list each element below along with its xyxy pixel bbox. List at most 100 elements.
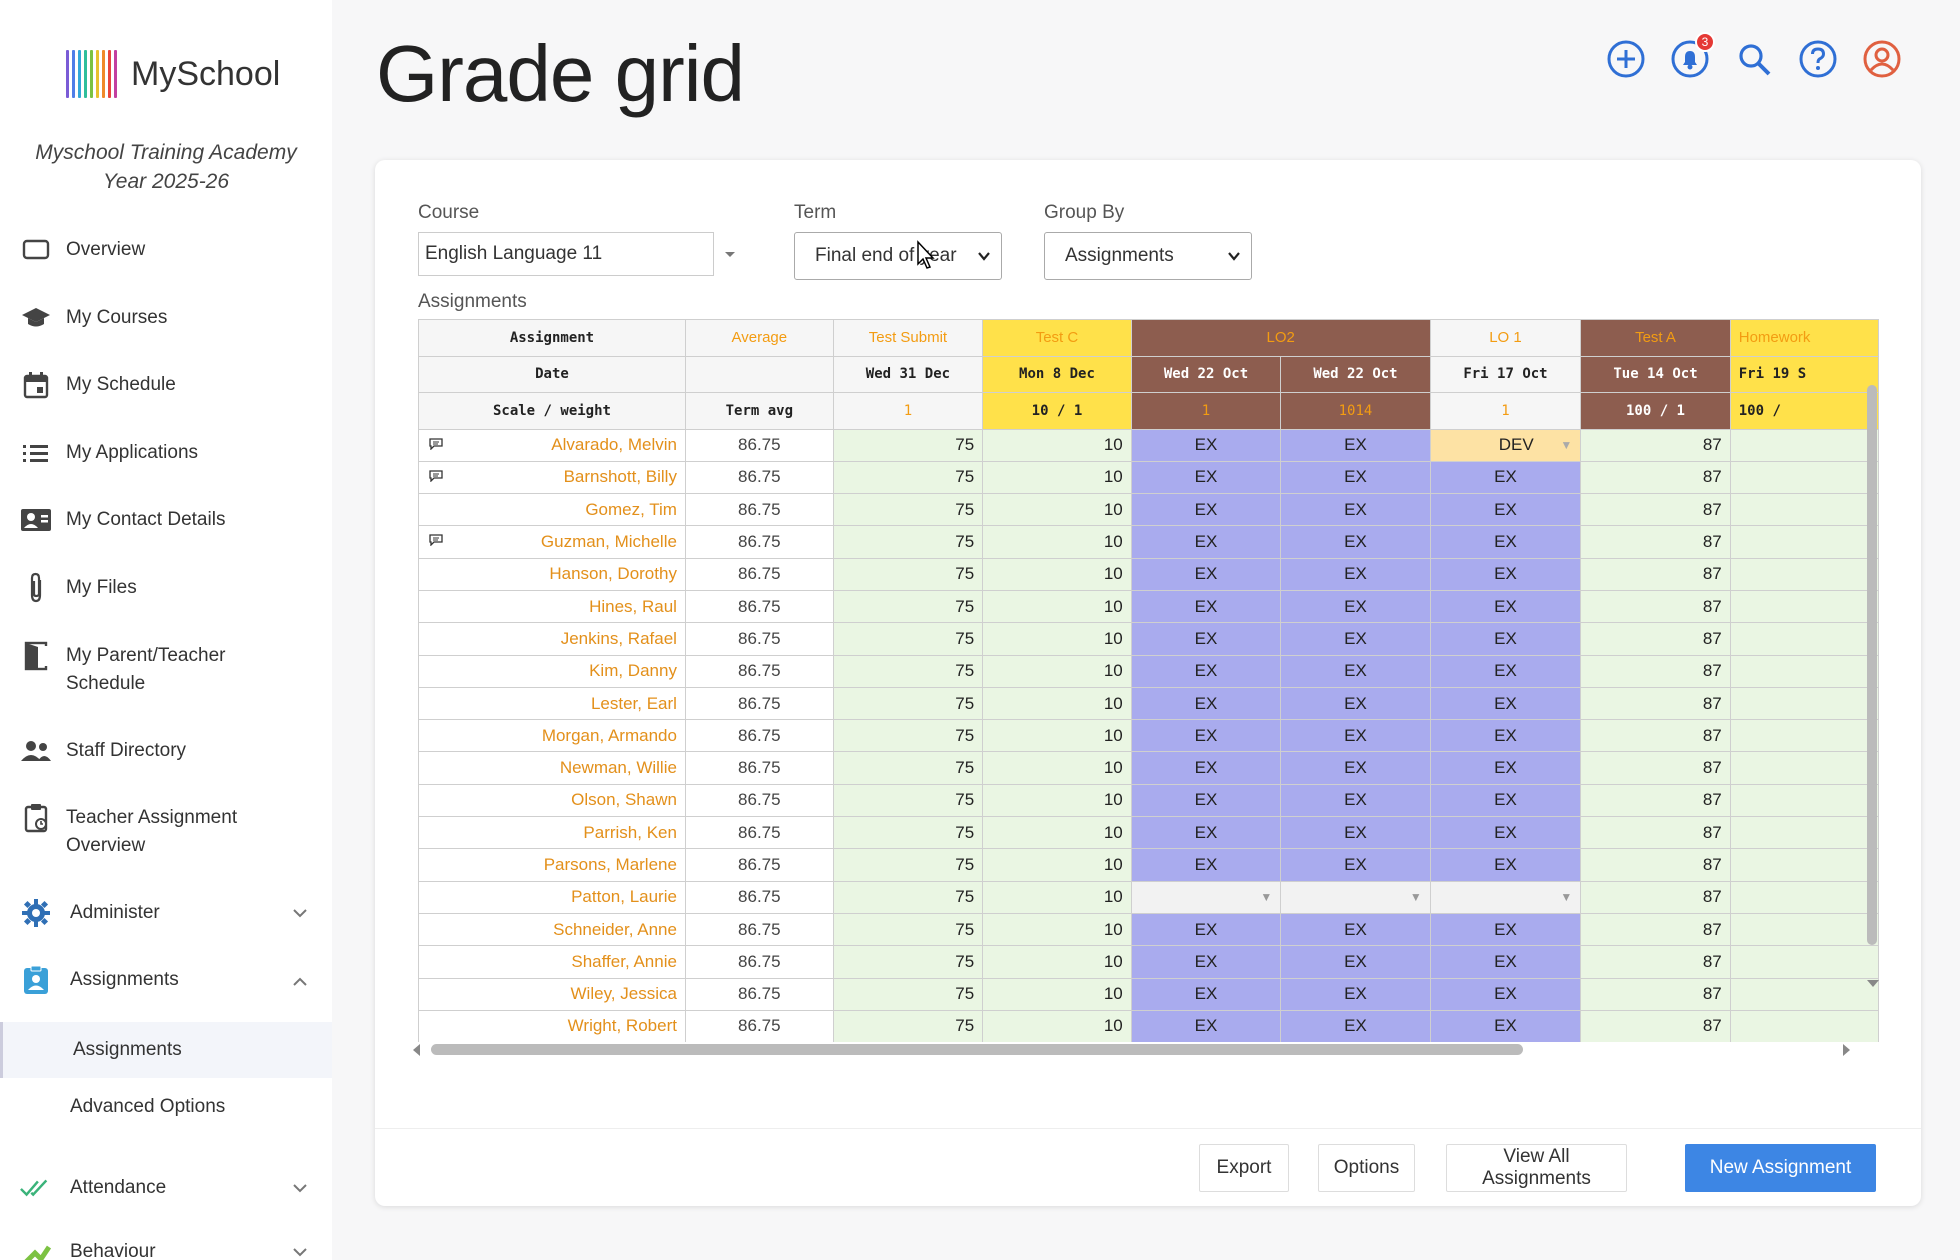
grade-cell[interactable] <box>1729 816 1879 850</box>
sidebar-item-staff-directory[interactable]: Staff Directory <box>0 735 332 767</box>
grade-cell[interactable]: 10 <box>982 557 1132 591</box>
grade-cell[interactable] <box>1729 719 1879 753</box>
sidebar-item-attendance[interactable]: Attendance <box>0 1172 332 1204</box>
scroll-right-arrow-icon[interactable] <box>1843 1044 1850 1056</box>
grade-cell[interactable]: EX <box>1280 977 1431 1011</box>
student-name[interactable]: Hanson, Dorothy <box>418 557 686 591</box>
grade-cell[interactable]: 87 <box>1580 1009 1731 1042</box>
grade-cell[interactable]: 87 <box>1580 686 1731 721</box>
grade-cell[interactable]: EX <box>1130 977 1282 1011</box>
grade-dropdown-cell[interactable]: ▼ <box>1280 880 1431 914</box>
grade-cell[interactable]: 87 <box>1580 654 1731 688</box>
grade-cell[interactable]: 87 <box>1580 912 1731 947</box>
grade-cell[interactable]: EX <box>1429 686 1582 721</box>
grade-cell[interactable] <box>1729 751 1879 785</box>
grade-dropdown-cell[interactable]: ▼ <box>1429 880 1582 914</box>
student-name[interactable]: Wright, Robert <box>418 1009 686 1042</box>
course-dropdown-arrow-icon[interactable] <box>725 252 735 257</box>
grade-cell[interactable]: EX <box>1280 557 1431 591</box>
grade-cell[interactable]: 87 <box>1580 525 1731 559</box>
grade-dropdown-cell[interactable]: DEV ▼ <box>1429 428 1582 462</box>
grade-cell[interactable]: 10 <box>982 654 1132 688</box>
grade-cell[interactable] <box>1729 622 1879 656</box>
grade-cell[interactable]: 87 <box>1580 460 1731 495</box>
grade-cell[interactable]: EX <box>1429 1009 1582 1042</box>
grade-dropdown-cell[interactable]: ▼ <box>1130 880 1282 914</box>
grade-cell[interactable]: 75 <box>832 945 984 979</box>
grade-cell[interactable]: 10 <box>982 622 1132 656</box>
grade-cell[interactable]: EX <box>1130 589 1282 624</box>
sidebar-item-assignments[interactable]: Assignments <box>0 964 332 996</box>
comment-icon[interactable] <box>429 470 443 482</box>
grade-cell[interactable]: EX <box>1280 686 1431 721</box>
grade-cell[interactable]: 87 <box>1580 557 1731 591</box>
grade-cell[interactable]: 10 <box>982 783 1132 818</box>
grade-cell[interactable] <box>1729 912 1879 947</box>
horizontal-scrollbar[interactable] <box>431 1044 1523 1055</box>
student-name[interactable]: Morgan, Armando <box>418 719 686 753</box>
grade-cell[interactable]: 10 <box>982 428 1132 462</box>
sidebar-item-behaviour[interactable]: Behaviour <box>0 1236 332 1260</box>
student-name[interactable]: Parrish, Ken <box>418 816 686 850</box>
grade-cell[interactable]: 75 <box>832 719 984 753</box>
grade-cell[interactable]: 75 <box>832 557 984 591</box>
grade-cell[interactable]: EX <box>1429 525 1582 559</box>
sidebar-item-my-schedule[interactable]: My Schedule <box>0 369 332 401</box>
comment-icon[interactable] <box>429 437 443 450</box>
course-combobox[interactable]: English Language 11 <box>418 232 714 276</box>
grade-cell[interactable]: EX <box>1280 816 1431 850</box>
grade-cell[interactable]: EX <box>1280 428 1431 462</box>
grade-cell[interactable]: EX <box>1130 719 1282 753</box>
grade-cell[interactable]: 75 <box>832 977 984 1011</box>
grade-cell[interactable]: 10 <box>982 977 1132 1011</box>
export-button[interactable]: Export <box>1199 1144 1289 1192</box>
grade-cell[interactable] <box>1729 945 1879 979</box>
grade-cell[interactable]: EX <box>1130 428 1282 462</box>
grade-cell[interactable]: 10 <box>982 719 1132 753</box>
student-name[interactable]: Patton, Laurie <box>418 880 686 914</box>
grade-cell[interactable]: EX <box>1280 654 1431 688</box>
options-button[interactable]: Options <box>1318 1144 1415 1192</box>
group-by-select[interactable]: Assignments <box>1044 232 1252 280</box>
grade-cell[interactable]: 10 <box>982 686 1132 721</box>
grade-cell[interactable]: 87 <box>1580 816 1731 850</box>
grade-cell[interactable]: 75 <box>832 460 984 495</box>
grade-cell[interactable]: 10 <box>982 589 1132 624</box>
search-icon[interactable] <box>1733 38 1775 80</box>
grade-cell[interactable]: 87 <box>1580 589 1731 624</box>
student-name[interactable]: Lester, Earl <box>418 686 686 721</box>
grade-cell[interactable]: 87 <box>1580 493 1731 527</box>
column-header-test-c[interactable]: Test C <box>982 319 1132 357</box>
grade-cell[interactable]: 75 <box>832 1009 984 1042</box>
vertical-scrollbar[interactable] <box>1867 385 1877 945</box>
grade-cell[interactable]: EX <box>1429 493 1582 527</box>
chevron-down-icon[interactable] <box>290 903 310 923</box>
grade-cell[interactable]: 10 <box>982 945 1132 979</box>
column-header-lo1[interactable]: LO 1 <box>1429 319 1582 357</box>
view-all-assignments-button[interactable]: View All Assignments <box>1446 1144 1627 1192</box>
grade-cell[interactable]: EX <box>1280 1009 1431 1042</box>
column-header-lo2[interactable]: LO2 <box>1130 319 1431 357</box>
grade-cell[interactable]: EX <box>1429 622 1582 656</box>
student-name[interactable]: Schneider, Anne <box>418 912 686 947</box>
chevron-down-icon[interactable] <box>290 1178 310 1198</box>
grade-cell[interactable]: EX <box>1429 783 1582 818</box>
grade-cell[interactable]: EX <box>1280 493 1431 527</box>
grade-cell[interactable]: 75 <box>832 428 984 462</box>
new-assignment-button[interactable]: New Assignment <box>1685 1144 1876 1192</box>
student-name[interactable]: Barnshott, Billy <box>418 460 686 495</box>
grade-cell[interactable]: EX <box>1130 622 1282 656</box>
grade-cell[interactable]: EX <box>1280 912 1431 947</box>
grade-cell[interactable]: EX <box>1130 1009 1282 1042</box>
help-icon[interactable] <box>1797 38 1839 80</box>
grade-cell[interactable]: EX <box>1130 848 1282 882</box>
grade-cell[interactable]: 75 <box>832 880 984 914</box>
sidebar-item-administer[interactable]: Administer <box>0 897 332 929</box>
grade-cell[interactable]: EX <box>1280 848 1431 882</box>
grade-cell[interactable]: EX <box>1280 589 1431 624</box>
student-name[interactable]: Hines, Raul <box>418 589 686 624</box>
sidebar-item-teacher-assignment-overview[interactable]: Teacher Assignment Overview <box>0 802 332 862</box>
sidebar-item-my-files[interactable]: My Files <box>0 572 332 604</box>
user-account-icon[interactable] <box>1861 38 1903 80</box>
grade-cell[interactable]: EX <box>1429 460 1582 495</box>
